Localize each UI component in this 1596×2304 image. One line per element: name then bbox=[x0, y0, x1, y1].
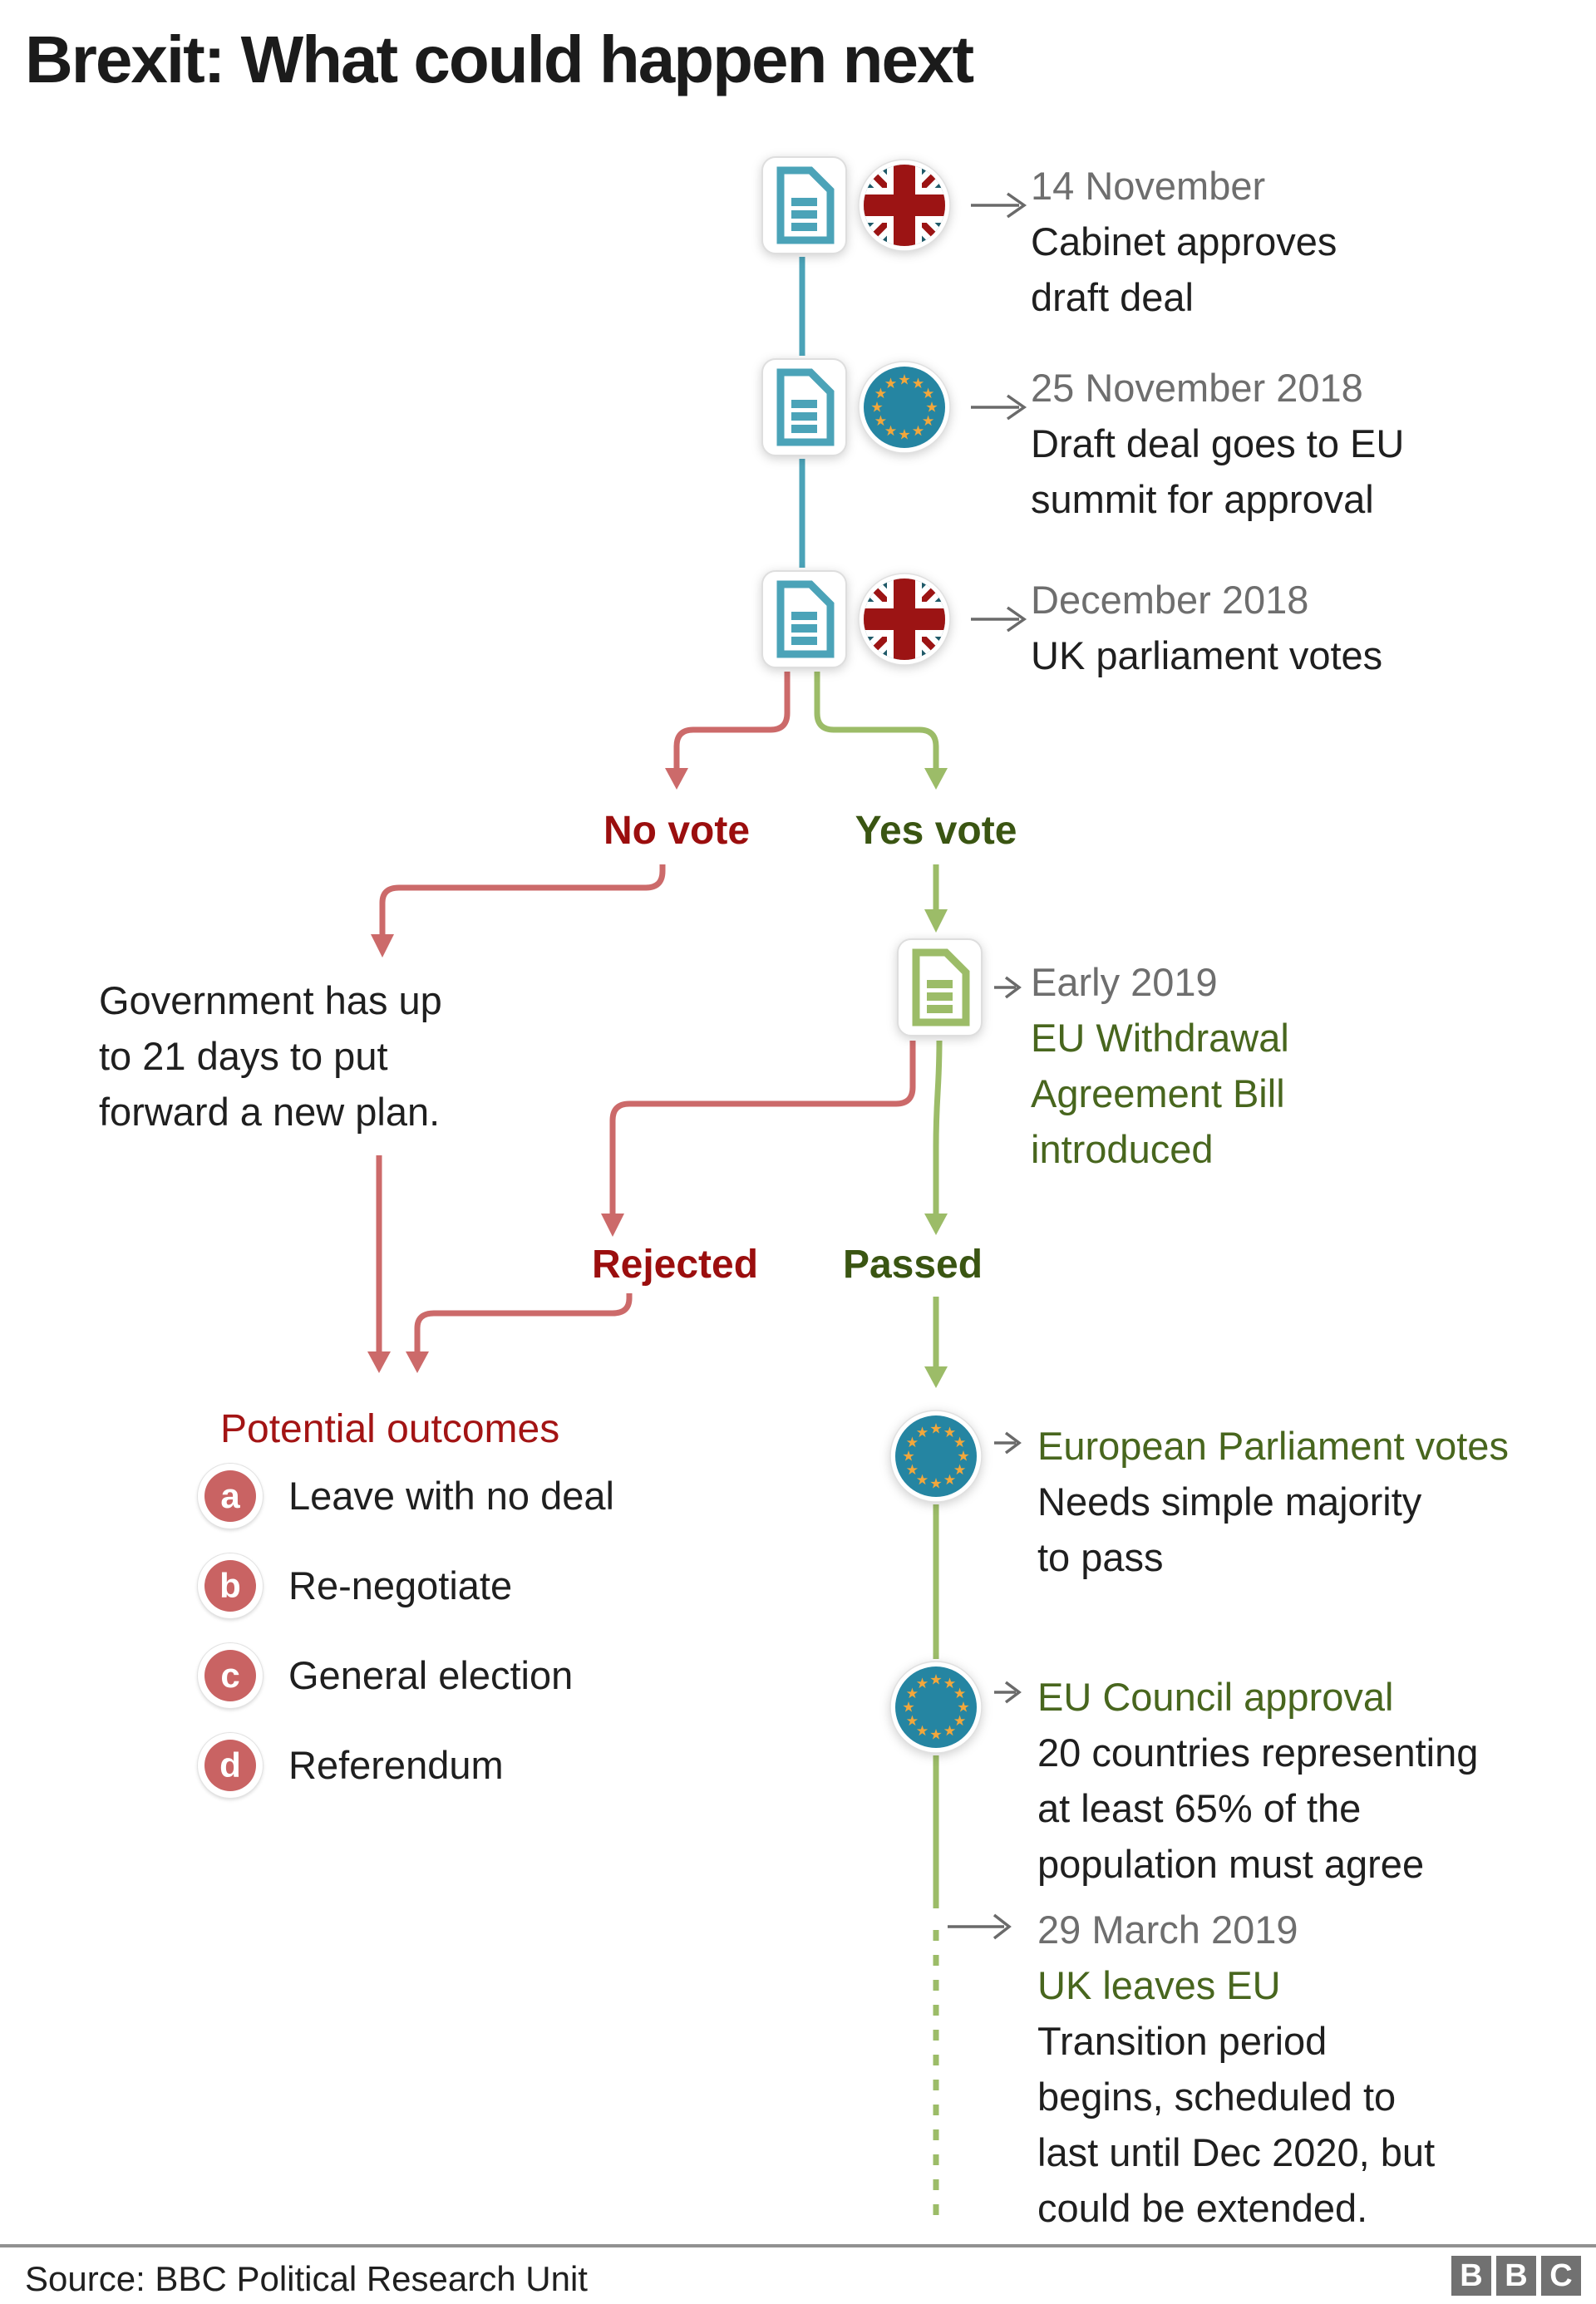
event-3-text: December 2018 UK parliament votes bbox=[1031, 572, 1382, 683]
government-note-line: forward a new plan. bbox=[99, 1090, 441, 1134]
government-arrowhead bbox=[371, 934, 394, 958]
council-line: at least 65% of the bbox=[1037, 1786, 1362, 1830]
outcome-label: General election bbox=[288, 1653, 574, 1697]
outcome-label: Leave with no deal bbox=[288, 1474, 614, 1518]
early-bill-date: Early 2019 bbox=[1031, 960, 1218, 1004]
badge-circle: b bbox=[204, 1560, 256, 1612]
parliament-title: European Parliament votes bbox=[1037, 1424, 1509, 1468]
event-1-text: 14 November Cabinet approves draft deal bbox=[1031, 158, 1337, 325]
no-vote-branch-line bbox=[673, 672, 791, 770]
outcomes-arrowhead-left bbox=[367, 1351, 391, 1373]
early-bill-title-line: Agreement Bill bbox=[1031, 1071, 1285, 1115]
document-icon bbox=[761, 155, 848, 255]
page-title: Brexit: What could happen next bbox=[25, 22, 974, 96]
no-vote-label: No vote bbox=[603, 809, 751, 853]
footer-divider bbox=[0, 2244, 1596, 2247]
eu-flag-icon bbox=[889, 1661, 983, 1754]
event-1-line: draft deal bbox=[1031, 275, 1194, 319]
early-bill-arrowhead bbox=[924, 909, 948, 933]
no-vote-arrowhead bbox=[665, 768, 688, 790]
pointer-arrow-2 bbox=[971, 394, 1027, 421]
eu-flag-icon bbox=[858, 361, 951, 454]
pointer-arrow-exit bbox=[948, 1913, 1012, 1940]
no-vote-to-government-line bbox=[379, 864, 666, 936]
bbc-logo-block: C bbox=[1541, 2256, 1581, 2296]
exit-line: Transition period bbox=[1037, 2019, 1328, 2063]
badge-circle: d bbox=[204, 1740, 256, 1791]
pointer-arrow-3 bbox=[971, 606, 1027, 633]
council-title: EU Council approval bbox=[1037, 1675, 1394, 1719]
outcome-label: Referendum bbox=[288, 1743, 504, 1787]
event-2-line: Draft deal goes to EU bbox=[1031, 421, 1405, 465]
exit-line: could be extended. bbox=[1037, 2186, 1368, 2230]
uk-flag-icon bbox=[858, 573, 951, 666]
event-3-date: December 2018 bbox=[1031, 578, 1309, 622]
event-2-line: summit for approval bbox=[1031, 477, 1374, 521]
council-text: EU Council approval 20 countries represe… bbox=[1037, 1669, 1478, 1892]
passed-arrowhead bbox=[924, 1214, 948, 1235]
event-2-date: 25 November 2018 bbox=[1031, 366, 1363, 410]
rejected-arrowhead bbox=[601, 1214, 624, 1237]
badge-circle: c bbox=[204, 1650, 256, 1701]
badge-letter: c bbox=[220, 1656, 240, 1695]
rejected-branch-line bbox=[609, 1041, 916, 1215]
early-bill-title-line: introduced bbox=[1031, 1127, 1214, 1171]
passed-branch-line bbox=[933, 1040, 943, 1215]
outcome-label: Re-negotiate bbox=[288, 1563, 513, 1607]
document-icon bbox=[761, 357, 848, 457]
bbc-logo-block: B bbox=[1451, 2256, 1491, 2296]
source-credit: Source: BBC Political Research Unit bbox=[25, 2259, 588, 2298]
badge-letter: a bbox=[220, 1476, 240, 1515]
badge-circle: a bbox=[204, 1470, 256, 1522]
uk-flag-icon bbox=[858, 159, 951, 252]
outcomes-heading: Potential outcomes bbox=[220, 1407, 560, 1451]
document-icon bbox=[761, 569, 848, 669]
rejected-to-outcomes-line bbox=[414, 1293, 633, 1353]
yes-vote-arrowhead bbox=[924, 768, 948, 790]
event-1-line: Cabinet approves bbox=[1031, 219, 1337, 263]
council-line: population must agree bbox=[1037, 1842, 1425, 1886]
exit-line: begins, scheduled to bbox=[1037, 2075, 1396, 2119]
yes-vote-branch-line bbox=[814, 672, 939, 770]
outcomes-arrowhead-right bbox=[406, 1351, 429, 1373]
badge-letter: d bbox=[219, 1745, 241, 1785]
exit-date: 29 March 2019 bbox=[1037, 1908, 1298, 1952]
exit-title: UK leaves EU bbox=[1037, 1963, 1281, 2007]
exit-line: last until Dec 2020, but bbox=[1037, 2130, 1436, 2174]
pointer-arrow-1 bbox=[971, 192, 1027, 219]
event-1-date: 14 November bbox=[1031, 164, 1266, 208]
council-line: 20 countries representing bbox=[1037, 1730, 1479, 1775]
bbc-logo-block: B bbox=[1496, 2256, 1536, 2296]
government-note-line: to 21 days to put bbox=[99, 1034, 388, 1078]
event-3-line: UK parliament votes bbox=[1031, 633, 1383, 677]
document-icon-green bbox=[896, 938, 983, 1037]
exit-text: 29 March 2019 UK leaves EU Transition pe… bbox=[1037, 1902, 1435, 2236]
yes-vote-label: Yes vote bbox=[855, 809, 1017, 853]
parliament-line: to pass bbox=[1037, 1535, 1164, 1579]
rejected-label: Rejected bbox=[591, 1243, 759, 1287]
pointer-arrow-parliament bbox=[994, 1431, 1022, 1455]
outcome-badge-c: c bbox=[198, 1643, 263, 1708]
early-bill-title-line: EU Withdrawal bbox=[1031, 1016, 1289, 1060]
outcome-badge-d: d bbox=[198, 1733, 263, 1798]
eu-flag-icon bbox=[889, 1410, 983, 1503]
badge-letter: b bbox=[219, 1566, 241, 1605]
passed-label: Passed bbox=[842, 1243, 983, 1287]
parliament-text: European Parliament votes Needs simple m… bbox=[1037, 1418, 1509, 1585]
bbc-logo: B B C bbox=[1451, 2256, 1581, 2296]
parliament-arrowhead bbox=[924, 1366, 948, 1388]
government-note-line: Government has up bbox=[99, 978, 442, 1022]
parliament-line: Needs simple majority bbox=[1037, 1479, 1422, 1524]
early-bill-text: Early 2019 EU Withdrawal Agreement Bill … bbox=[1031, 954, 1289, 1177]
event-2-text: 25 November 2018 Draft deal goes to EU s… bbox=[1031, 360, 1404, 527]
outcome-badge-b: b bbox=[198, 1553, 263, 1618]
outcome-badge-a: a bbox=[198, 1464, 263, 1529]
pointer-arrow-early bbox=[994, 976, 1022, 999]
government-note: Government has up to 21 days to put forw… bbox=[99, 972, 442, 1140]
pointer-arrow-council bbox=[994, 1681, 1022, 1704]
